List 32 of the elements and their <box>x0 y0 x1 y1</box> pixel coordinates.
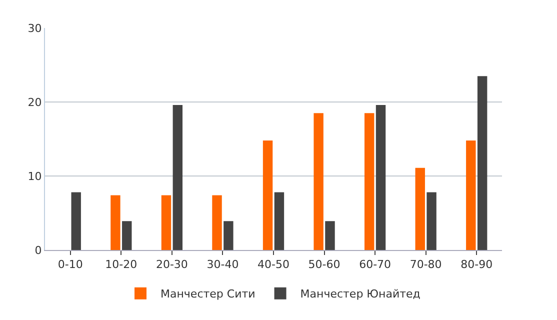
x-tick-label: 30-40 <box>206 258 239 272</box>
bar <box>262 140 273 250</box>
bar <box>325 221 335 250</box>
bar <box>224 221 234 250</box>
x-tick-label: 70-80 <box>410 258 442 272</box>
x-tick-label: 40-50 <box>258 258 290 272</box>
y-tick-label: 10 <box>28 170 42 183</box>
bar <box>466 140 476 250</box>
bar <box>161 195 172 250</box>
bar <box>274 192 284 250</box>
x-tick-label: 80-90 <box>460 258 493 272</box>
bar <box>212 195 222 250</box>
x-tick-label: 20-30 <box>156 258 188 272</box>
bar <box>477 76 488 250</box>
bar <box>426 192 436 250</box>
bar <box>172 104 183 250</box>
bar <box>415 168 425 250</box>
bar <box>71 192 81 250</box>
legend-label: Манчестер Сити <box>160 288 256 301</box>
x-tick-label: 0-10 <box>58 258 83 272</box>
y-tick-label: 20 <box>28 96 42 109</box>
y-tick-label: 30 <box>28 22 42 35</box>
x-tick-label: 10-20 <box>105 258 138 272</box>
x-tick-label: 50-60 <box>308 258 340 272</box>
bar <box>376 104 386 250</box>
bar <box>364 113 374 250</box>
x-tick-label: 60-70 <box>359 258 392 272</box>
bar <box>122 221 132 250</box>
y-tick-label: 0 <box>34 244 42 257</box>
legend-label: Манчестер Юнайтед <box>300 288 421 301</box>
bar <box>314 113 324 250</box>
bar <box>110 195 120 250</box>
